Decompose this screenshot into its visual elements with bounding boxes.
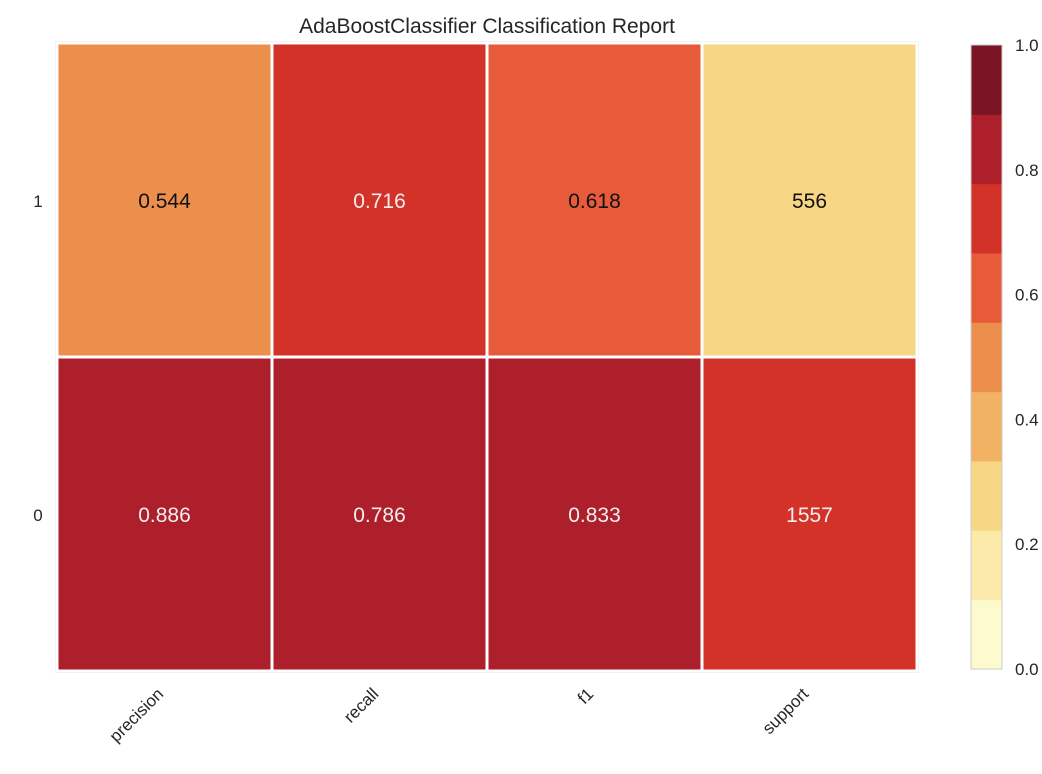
heatmap-cell [700, 355, 919, 673]
colorbar-frame [970, 44, 1003, 670]
cell-value-label: 0.716 [353, 190, 406, 213]
y-tick-label: 1 [33, 192, 42, 211]
colorbar-segment [971, 599, 1002, 670]
colorbar-tick-label: 1.0 [1015, 36, 1039, 55]
colorbar-segment [971, 45, 1002, 115]
cell-value-label: 0.886 [138, 504, 191, 527]
x-tick-label: support [759, 684, 813, 738]
colorbar-tick-label: 0.4 [1015, 410, 1039, 429]
cell-value-label: 0.544 [138, 190, 191, 213]
heatmap-cell [270, 41, 489, 359]
colorbar-segment [971, 391, 1002, 462]
cell-value-label: 1557 [786, 504, 833, 527]
heatmap-cell [270, 355, 489, 673]
heatmap-cell [485, 355, 704, 673]
x-tick-label: f1 [574, 684, 597, 707]
colorbar: 0.0 0.2 0.4 0.6 0.8 1.0 [970, 36, 1039, 679]
colorbar-segment [971, 461, 1002, 531]
chart-title: AdaBoostClassifier Classification Report [299, 15, 675, 38]
y-tick-labels: 10 [33, 192, 42, 525]
colorbar-tick-label: 0.8 [1015, 161, 1039, 180]
colorbar-segment [971, 183, 1002, 254]
colorbar-tick-label: 0.2 [1015, 535, 1039, 554]
x-tick-labels: precision recall f1 support [106, 684, 813, 746]
x-tick-label: recall [340, 684, 382, 726]
colorbar-tick-label: 0.6 [1015, 286, 1039, 305]
cell-value-label: 0.618 [568, 190, 621, 213]
cell-value-label: 0.833 [568, 504, 621, 527]
colorbar-tick-label: 0.0 [1015, 660, 1039, 679]
heatmap-cells: 0.544 0.716 0.618 556 0.886 0.786 0.833 1557 [55, 41, 919, 673]
colorbar-segment [971, 114, 1002, 185]
colorbar-segment [971, 253, 1002, 323]
y-tick-label: 0 [33, 506, 42, 525]
heatmap-cell [700, 41, 919, 359]
colorbar-segment [971, 530, 1002, 601]
heatmap-cell [55, 355, 274, 673]
cell-value-label: 556 [792, 190, 827, 213]
colorbar-segment [971, 322, 1002, 393]
x-tick-label: precision [106, 684, 168, 746]
cell-value-label: 0.786 [353, 504, 406, 527]
